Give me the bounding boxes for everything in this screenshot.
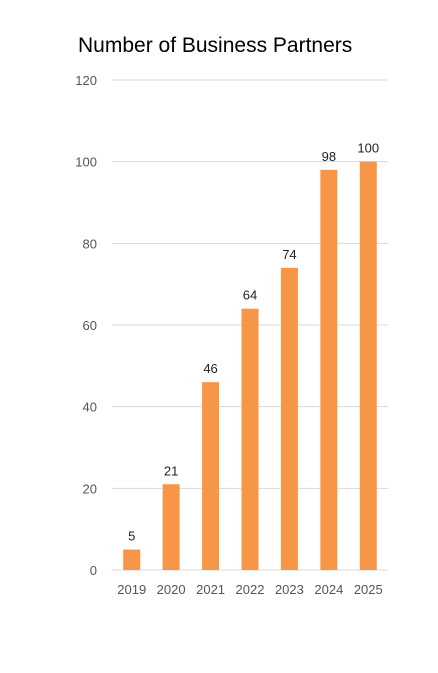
- x-category-label: 2024: [314, 582, 343, 597]
- y-axis-tick-labels: 0 20 40 60 80 100 120: [75, 73, 97, 578]
- x-category-label: 2022: [236, 582, 265, 597]
- x-category-label: 2025: [354, 582, 383, 597]
- y-tick-label: 40: [83, 400, 97, 415]
- x-category-label: 2023: [275, 582, 304, 597]
- y-tick-label: 60: [83, 318, 97, 333]
- bar: [241, 308, 259, 570]
- x-category-label: 2021: [196, 582, 225, 597]
- x-axis-category-labels: 2019 2020 2021 2022 2023 2024 2025: [117, 582, 382, 597]
- bar: [202, 382, 220, 570]
- y-tick-label: 0: [90, 563, 97, 578]
- data-labels: 5 21 46 64 74 98 100: [128, 141, 379, 544]
- y-tick-label: 120: [75, 73, 97, 88]
- bar: [123, 549, 141, 570]
- bar: [320, 169, 338, 571]
- data-label: 100: [357, 141, 379, 156]
- y-tick-label: 80: [83, 236, 97, 251]
- bar: [280, 267, 298, 570]
- x-category-label: 2020: [157, 582, 186, 597]
- data-label: 46: [203, 361, 217, 376]
- bar: [359, 161, 377, 570]
- bar: [162, 484, 180, 570]
- data-label: 98: [322, 149, 336, 164]
- x-category-label: 2019: [117, 582, 146, 597]
- data-label: 64: [243, 288, 257, 303]
- data-label: 74: [282, 247, 296, 262]
- y-tick-label: 100: [75, 155, 97, 170]
- data-label: 5: [128, 529, 135, 544]
- data-label: 21: [164, 463, 178, 478]
- bars: [123, 161, 377, 571]
- y-tick-label: 20: [83, 481, 97, 496]
- chart-title: Number of Business Partners: [78, 34, 353, 57]
